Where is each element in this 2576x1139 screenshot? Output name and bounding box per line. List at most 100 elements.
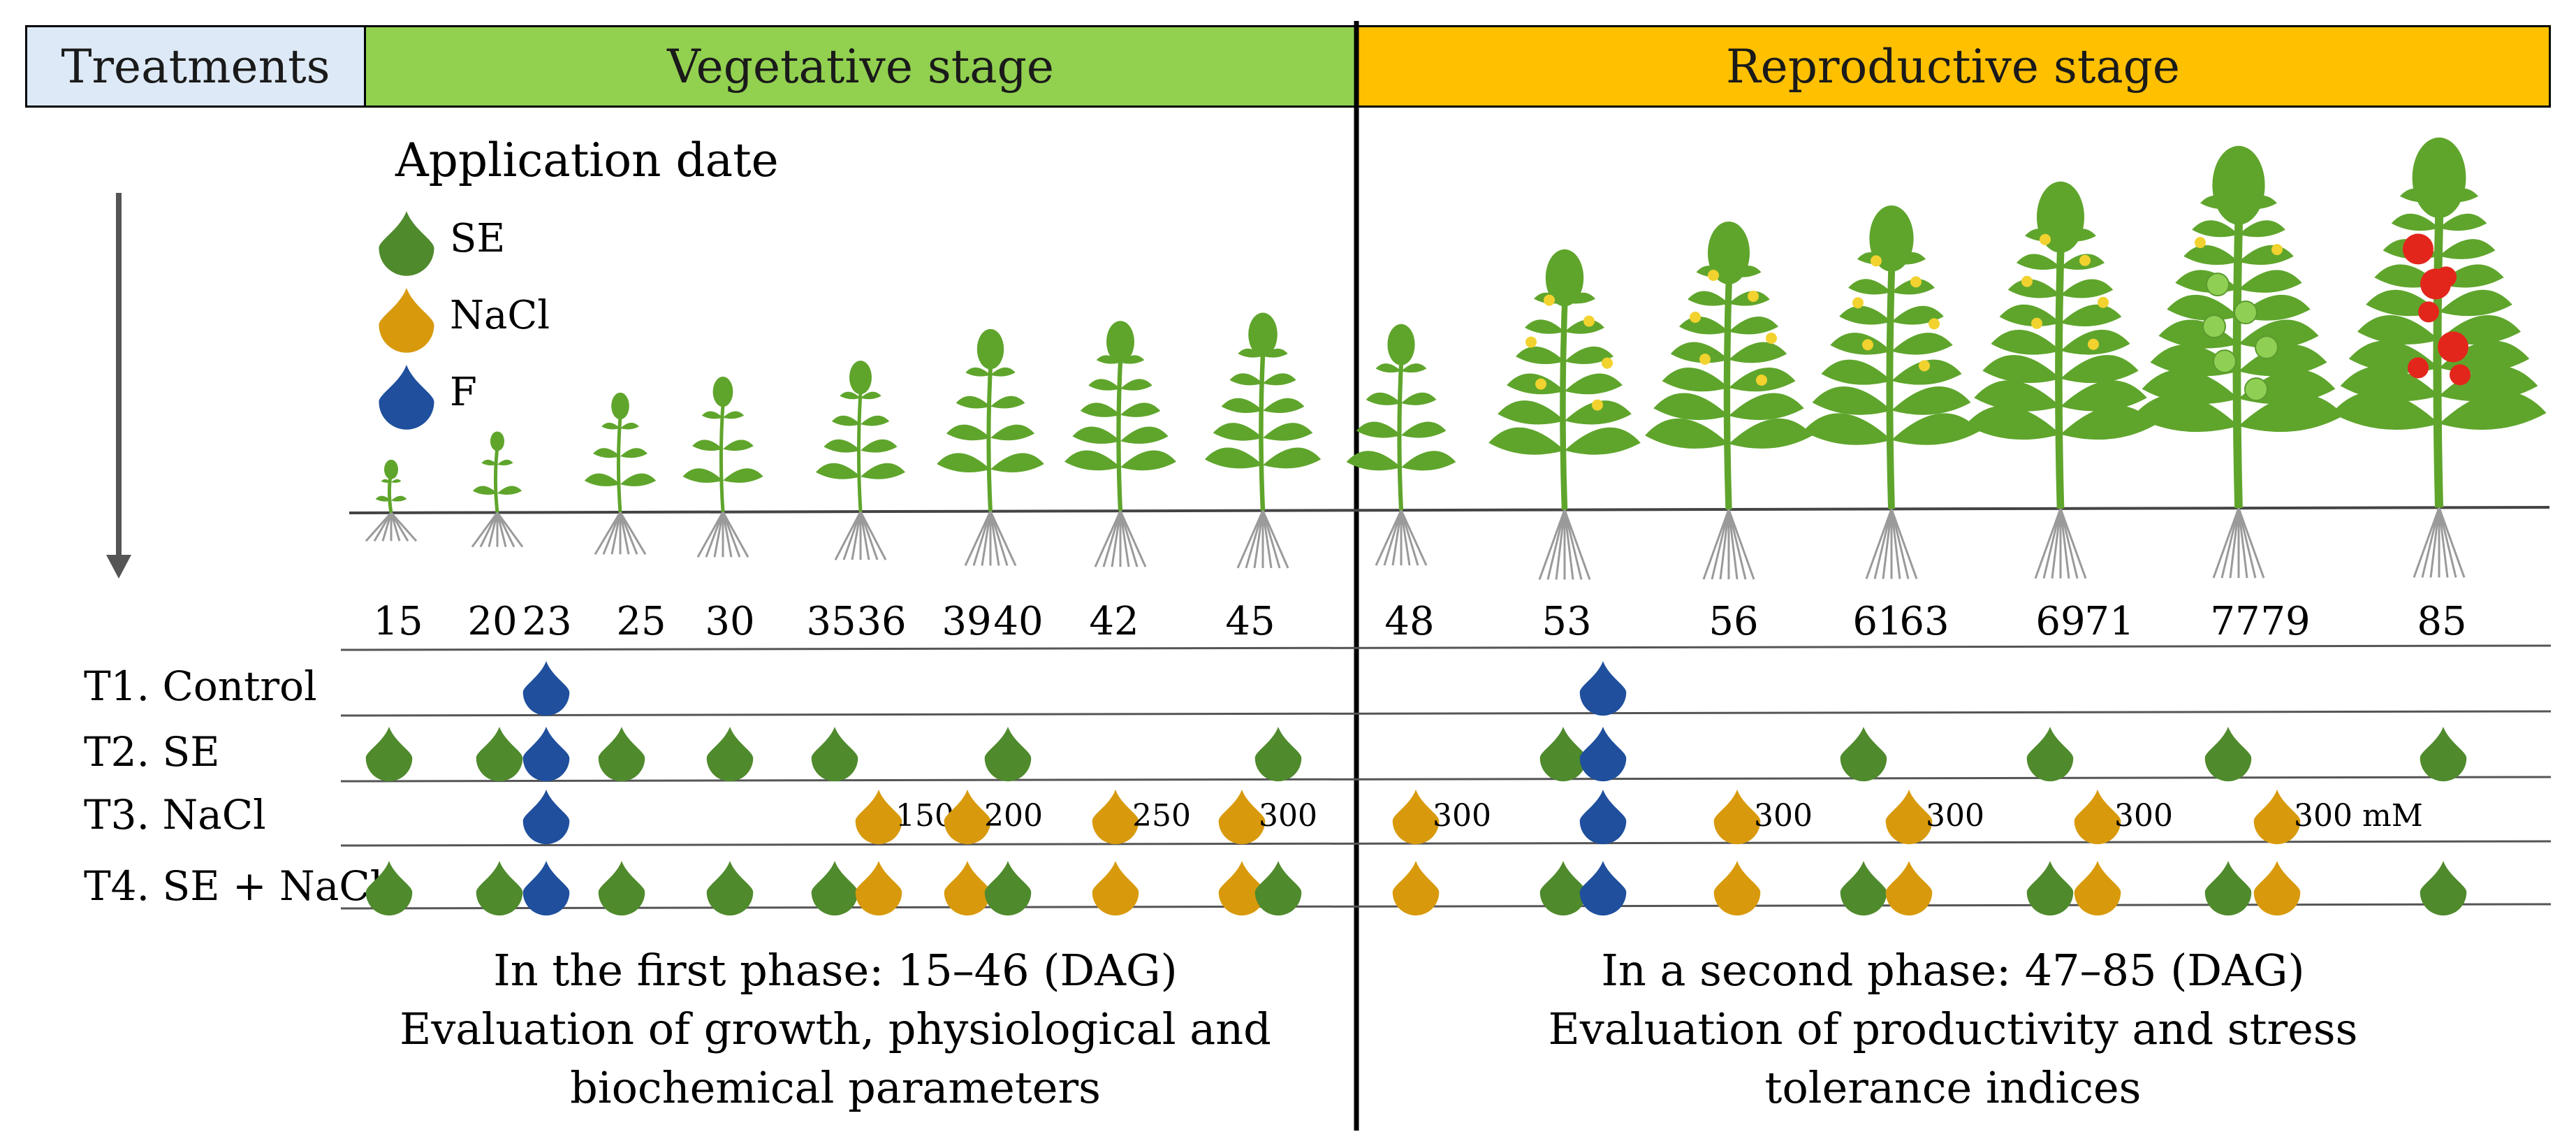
- tomato-plant-illustration: [1645, 221, 1813, 580]
- vegetative-stage-header: Vegetative stage: [364, 25, 1357, 108]
- se-drop-icon: [598, 727, 645, 782]
- f-drop-icon: [1579, 861, 1627, 916]
- nacl-drop-icon: [1392, 790, 1440, 845]
- nacl-concentration-label: 300: [2114, 798, 2173, 834]
- treatment-row-t2: T2. SE: [84, 727, 2467, 782]
- nacl-drop-icon: [2074, 861, 2121, 916]
- row-divider: [340, 776, 2552, 783]
- day-label: 63: [1899, 599, 1949, 644]
- ground-line: [349, 506, 2550, 514]
- row-divider: [340, 644, 2552, 651]
- time-arrow-icon: [106, 193, 131, 579]
- nacl-drop-icon: [1885, 861, 1933, 916]
- row-divider: [340, 903, 2552, 910]
- nacl-drop-icon: [855, 790, 902, 845]
- f-drop-icon: [1579, 727, 1627, 782]
- nacl-drop-icon: [1713, 861, 1761, 916]
- se-drop-icon: [1539, 861, 1587, 916]
- day-label: 61: [1852, 599, 1902, 644]
- se-drop-icon: [1840, 727, 1887, 782]
- nacl-drop-icon: [855, 861, 902, 916]
- reproductive-stage-label: Reproductive stage: [1725, 39, 2180, 94]
- nacl-concentration-label: 250: [1132, 798, 1191, 834]
- plant-growth-illustration: [365, 137, 2547, 580]
- day-label: 53: [1542, 599, 1591, 644]
- tomato-plant-illustration: [937, 328, 1044, 567]
- tomato-plant-illustration: [2133, 145, 2344, 579]
- treatment-row-t3: T3. NaCl 150 200 250 300 300 300 300 300 300 mM: [84, 790, 2423, 845]
- nacl-concentration-label: 300: [1433, 798, 1491, 834]
- se-drop-icon: [476, 727, 523, 782]
- second-phase-text: In a second phase: 47–85 (DAG) Evaluatio…: [1549, 945, 2358, 1113]
- nacl-drop-icon: [1885, 790, 1933, 845]
- se-drop-icon: [1254, 727, 1302, 782]
- day-label: 15: [373, 599, 423, 644]
- nacl-concentration-label: 150: [895, 798, 954, 834]
- se-drop-icon: [1539, 727, 1587, 782]
- tomato-plant-illustration: [682, 377, 763, 558]
- day-label: 30: [705, 599, 754, 644]
- treatment-label: T3. NaCl: [84, 791, 266, 839]
- legend-item-label: NaCl: [450, 293, 550, 338]
- legend-item-nacl: NaCl: [379, 288, 550, 353]
- day-label: 42: [1089, 599, 1139, 644]
- se-drop-icon: [984, 727, 1032, 782]
- se-drop-icon: [365, 727, 413, 782]
- treatment-label: T1. Control: [84, 662, 317, 710]
- treatment-label: T4. SE + NaCl: [84, 862, 383, 910]
- f-drop-icon: [1579, 790, 1627, 845]
- tomato-plant-illustration: [471, 431, 524, 548]
- nacl-drop-icon: [1092, 790, 1139, 845]
- day-label: 69: [2035, 599, 2085, 644]
- nacl-concentration-label: 200: [984, 798, 1043, 834]
- legend-item-f: F: [379, 365, 477, 430]
- nacl-concentration-label: 300 mM: [2294, 798, 2423, 834]
- tomato-plant-illustration: [816, 361, 905, 560]
- se-drop-icon: [1840, 861, 1887, 916]
- se-drop-icon: [2420, 727, 2467, 782]
- se-drop-icon: [811, 727, 858, 782]
- phase-descriptions: In the first phase: 15–46 (DAG) Evaluati…: [400, 945, 2357, 1113]
- day-label: 25: [616, 599, 666, 644]
- se-drop-icon: [2420, 861, 2467, 916]
- day-label: 20: [467, 599, 517, 644]
- first-phase-text: In the first phase: 15–46 (DAG) Evaluati…: [400, 945, 1271, 1113]
- se-drop-icon: [706, 861, 754, 916]
- legend-item-label: F: [450, 370, 477, 415]
- second-phase-line-1: In a second phase: 47–85 (DAG): [1601, 945, 2304, 996]
- nacl-drop-icon: [1392, 861, 1440, 916]
- f-drop-icon: [522, 790, 570, 845]
- reproductive-stage-header: Reproductive stage: [1355, 25, 2551, 108]
- nacl-drop-icon: [944, 861, 991, 916]
- treatments-header-label: Treatments: [61, 39, 330, 94]
- nacl-drop-icon: [944, 790, 991, 845]
- tomato-plant-illustration: [365, 459, 418, 542]
- nacl-concentration-label: 300: [1926, 798, 1984, 834]
- treatment-row-t1: T1. Control: [84, 661, 1627, 716]
- f-drop-icon: [522, 661, 570, 716]
- legend-nacl-drop-icon: [379, 288, 434, 353]
- day-label: 45: [1225, 599, 1275, 644]
- legend-item-se: SE: [379, 211, 505, 276]
- treatment-label: T2. SE: [84, 728, 220, 776]
- day-label: 35: [806, 599, 856, 644]
- se-drop-icon: [2204, 861, 2252, 916]
- day-label: 85: [2417, 599, 2466, 644]
- row-divider: [340, 710, 2552, 717]
- se-drop-icon: [476, 861, 523, 916]
- treatment-row-t4: T4. SE + NaCl: [84, 861, 2467, 916]
- se-drop-icon: [2204, 727, 2252, 782]
- row-divider: [340, 840, 2552, 847]
- legend-title: Application date: [395, 133, 779, 187]
- se-drop-icon: [706, 727, 754, 782]
- first-phase-line-3: biochemical parameters: [570, 1062, 1101, 1113]
- se-drop-icon: [1254, 861, 1302, 916]
- first-phase-line-1: In the first phase: 15–46 (DAG): [493, 945, 1177, 996]
- vegetative-stage-label: Vegetative stage: [667, 39, 1054, 94]
- tomato-plant-illustration: [1966, 181, 2156, 579]
- day-label: 71: [2084, 599, 2134, 644]
- tomato-plant-illustration: [2332, 137, 2547, 578]
- legend-f-drop-icon: [379, 365, 434, 430]
- legend-item-label: SE: [450, 216, 505, 261]
